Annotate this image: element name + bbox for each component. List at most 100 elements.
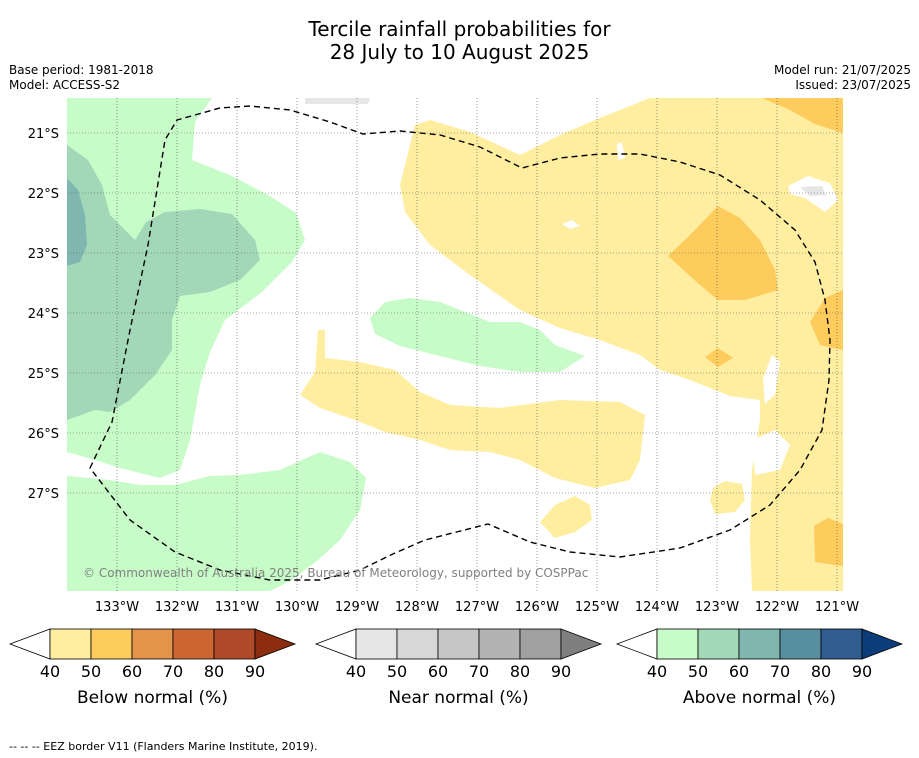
colorbar-segment — [90, 628, 133, 660]
below-50-60-region-small — [705, 348, 733, 367]
colorbar-tick: 50 — [387, 662, 407, 681]
colorbar-segment — [131, 628, 174, 660]
below-40-50-region-central — [300, 330, 645, 488]
colorbar-segment — [213, 628, 256, 660]
colorbar-tick: 90 — [245, 662, 265, 681]
lon-label: 122°W — [755, 600, 799, 615]
lat-label: 23°S — [28, 247, 59, 262]
colorbar-segment — [478, 628, 521, 660]
colorbar-label: Below normal (%) — [77, 688, 228, 708]
eez-border — [89, 105, 831, 581]
lon-label: 121°W — [815, 600, 859, 615]
colorbar-label: Above normal (%) — [683, 688, 836, 708]
base-period: Base period: 1981-2018 — [9, 63, 154, 77]
colorbar-tick: 60 — [428, 662, 448, 681]
run-info: Model run: 21/07/2025 Issued: 23/07/2025 — [774, 63, 911, 93]
lon-label: 126°W — [515, 600, 559, 615]
white-hole-east-south — [752, 430, 790, 475]
colorbar-segment — [396, 628, 439, 660]
colorbar-tick: 70 — [163, 662, 183, 681]
colorbar-tick: 80 — [204, 662, 224, 681]
colorbar-segment — [437, 628, 480, 660]
colorbar-extend-right — [861, 628, 904, 660]
footer-note: -- -- -- EEZ border V11 (Flanders Marine… — [9, 740, 318, 753]
colorbar-tick: 80 — [510, 662, 530, 681]
colorbars: 40 50 60 70 80 90 Below normal (%) 40 50 60 70 80 90… — [8, 628, 904, 708]
colorbar-extend-left — [615, 628, 658, 660]
lon-label: 128°W — [395, 600, 439, 615]
lon-label: 129°W — [335, 600, 379, 615]
colorbar-extend-right — [560, 628, 603, 660]
above-40-50-region-southwest — [67, 452, 366, 591]
colorbar-segment — [49, 628, 92, 660]
model-name: Model: ACCESS-S2 — [9, 78, 121, 92]
colorbar-1: 40 50 60 70 80 90 Below normal (%) — [8, 628, 297, 708]
colorbar-tick: 80 — [811, 662, 831, 681]
copyright-text: © Commonwealth of Australia 2025, Bureau… — [83, 566, 588, 580]
colorbar-segment — [355, 628, 398, 660]
model-run: Model run: 21/07/2025 — [773, 63, 911, 77]
lat-label: 26°S — [28, 427, 59, 442]
issued-date: Issued: 23/07/2025 — [795, 78, 911, 92]
title-line-2: 28 July to 10 August 2025 — [329, 40, 590, 64]
lat-label: 22°S — [28, 187, 59, 202]
colorbar-tick: 90 — [852, 662, 872, 681]
colorbar-label: Near normal (%) — [388, 688, 528, 708]
colorbar-extend-left — [8, 628, 51, 660]
below-50-60-region-center-east — [668, 206, 778, 300]
near-40-50-region — [305, 98, 370, 104]
below-50-60-region-east-edge — [810, 290, 843, 350]
colorbar-tick: 70 — [770, 662, 790, 681]
colorbar-3: 40 50 60 70 80 90 Above normal (%) — [615, 628, 904, 708]
lon-label: 130°W — [275, 600, 319, 615]
colorbar-segment — [656, 628, 699, 660]
colorbar-tick: 40 — [647, 662, 667, 681]
white-spot-top — [617, 142, 625, 160]
lat-label: 27°S — [28, 487, 59, 502]
longitude-labels: 133°W 132°W 131°W 130°W 129°W 128°W 127°W 126°W… — [95, 600, 859, 615]
colorbar-segment — [738, 628, 781, 660]
colorbar-2: 40 50 60 70 80 90 Near normal (%) — [314, 628, 603, 708]
white-hole-east — [763, 355, 780, 404]
lat-label: 25°S — [28, 367, 59, 382]
below-40-50-region-south-small — [540, 496, 592, 538]
colorbar-segment — [519, 628, 562, 660]
lat-label: 24°S — [28, 307, 59, 322]
below-40-50-region-south-blob — [710, 481, 745, 514]
above-60-70-region — [67, 178, 87, 266]
above-40-50-region-central — [370, 298, 585, 372]
colorbar-segment — [779, 628, 822, 660]
lon-label: 133°W — [95, 600, 139, 615]
colorbar-extend-right — [254, 628, 297, 660]
map-area — [67, 98, 843, 591]
colorbar-tick: 40 — [40, 662, 60, 681]
colorbar-tick: 60 — [122, 662, 142, 681]
map-title: Tercile rainfall probabilities for 28 Ju… — [0, 18, 919, 64]
latitude-labels: 21°S 22°S 23°S 24°S 25°S 26°S 27°S — [28, 127, 59, 502]
lon-label: 123°W — [695, 600, 739, 615]
white-spot-small — [562, 220, 580, 229]
lon-label: 132°W — [155, 600, 199, 615]
above-50-60-region — [67, 145, 260, 420]
colorbar-tick: 90 — [551, 662, 571, 681]
colorbar-extend-left — [314, 628, 357, 660]
base-info: Base period: 1981-2018 Model: ACCESS-S2 — [9, 63, 154, 93]
colorbar-segment — [697, 628, 740, 660]
gridlines — [67, 98, 843, 591]
below-50-60-region-southeast — [814, 518, 843, 566]
lon-label: 127°W — [455, 600, 499, 615]
colorbar-tick: 50 — [688, 662, 708, 681]
below-50-60-region-northeast — [762, 98, 843, 133]
colorbar-tick: 40 — [346, 662, 366, 681]
lat-label: 21°S — [28, 127, 59, 142]
near-spot-northeast — [800, 186, 826, 196]
lon-label: 125°W — [575, 600, 619, 615]
colorbar-segment — [172, 628, 215, 660]
title-line-1: Tercile rainfall probabilities for — [308, 17, 611, 41]
colorbar-tick: 60 — [729, 662, 749, 681]
colorbar-segment — [820, 628, 863, 660]
colorbar-tick: 70 — [469, 662, 489, 681]
lon-label: 124°W — [635, 600, 679, 615]
lon-label: 131°W — [215, 600, 259, 615]
